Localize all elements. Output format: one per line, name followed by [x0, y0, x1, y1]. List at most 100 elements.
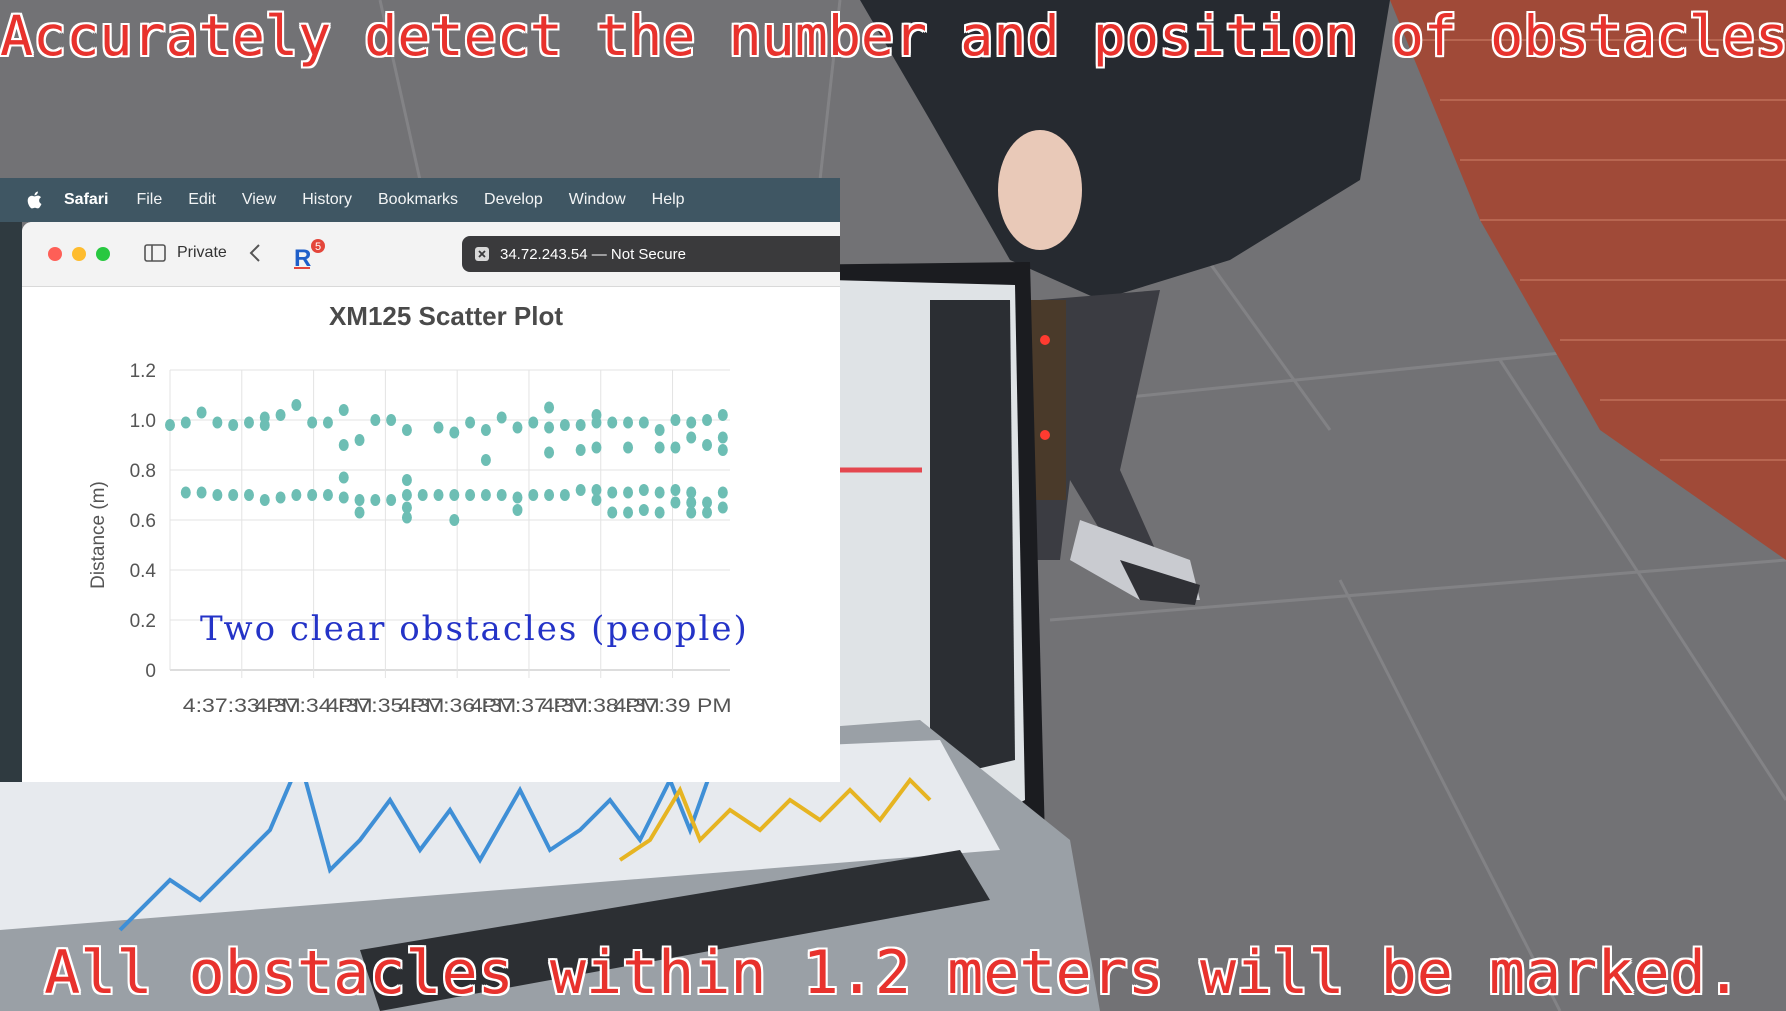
data-point	[575, 444, 586, 456]
extension-r-icon[interactable]: R 5	[292, 238, 328, 270]
data-point	[717, 444, 728, 456]
data-point	[654, 486, 665, 499]
data-point	[654, 441, 665, 454]
menu-edit[interactable]: Edit	[188, 191, 216, 208]
data-point	[512, 421, 523, 434]
menu-file[interactable]: File	[136, 191, 163, 208]
back-chevron-icon[interactable]	[248, 242, 262, 264]
x-tick-label: 4:37:33 PM	[183, 696, 301, 717]
data-point	[480, 489, 491, 501]
data-point	[180, 416, 191, 429]
data-point	[354, 506, 365, 519]
minimize-window-button[interactable]	[72, 247, 86, 261]
data-point	[623, 486, 634, 499]
data-point	[307, 489, 318, 501]
data-point	[196, 486, 207, 499]
data-point	[717, 409, 728, 421]
menu-history[interactable]: History	[302, 191, 352, 208]
data-point	[654, 506, 665, 519]
scatter-chart: XM125 Scatter Plot 0 0.2 0.4 0.6 0.8 1.0 1.2 4…	[88, 301, 732, 717]
data-point	[338, 439, 349, 451]
data-point	[717, 486, 728, 499]
apple-icon[interactable]	[24, 189, 46, 211]
data-point	[291, 489, 302, 501]
data-point	[417, 489, 428, 501]
data-point	[559, 489, 570, 501]
y-tick-label: 0.8	[130, 461, 156, 482]
data-point	[591, 416, 602, 429]
data-point	[433, 489, 444, 501]
data-point	[291, 399, 302, 411]
data-point	[433, 421, 444, 434]
data-point	[591, 494, 602, 506]
data-point	[386, 494, 397, 506]
data-point	[702, 496, 713, 509]
data-point	[559, 419, 570, 431]
data-point	[401, 474, 412, 486]
data-point	[465, 489, 476, 501]
data-point	[623, 441, 634, 454]
data-point	[496, 411, 507, 424]
x-tick-label: 4:37:36 PM	[398, 696, 516, 717]
data-point	[591, 441, 602, 454]
x-tick-label: 4:37:39 PM	[614, 696, 732, 717]
data-point	[212, 489, 223, 501]
data-point	[575, 484, 586, 496]
data-point	[480, 454, 491, 466]
data-point	[544, 401, 555, 414]
menu-view[interactable]: View	[241, 191, 277, 208]
menu-bar: Safari File Edit View History Bookmarks …	[0, 178, 840, 222]
data-point	[259, 411, 270, 424]
page-content: XM125 Scatter Plot 0 0.2 0.4 0.6 0.8 1.0 1.2 4…	[52, 287, 840, 782]
data-point	[638, 484, 649, 496]
data-point	[686, 431, 697, 444]
address-bar[interactable]: 34.72.243.54 — Not Secure	[462, 236, 840, 272]
x-tick-label: 4:37:34 PM	[255, 696, 373, 717]
close-window-button[interactable]	[48, 247, 62, 261]
y-axis-label: Distance (m)	[88, 481, 109, 589]
data-point	[702, 439, 713, 451]
data-point	[544, 489, 555, 501]
data-point	[591, 484, 602, 496]
insecure-x-icon	[475, 247, 489, 261]
data-point	[575, 419, 586, 431]
data-point	[638, 416, 649, 429]
data-point	[670, 484, 681, 496]
data-point	[623, 416, 634, 429]
svg-text:R: R	[294, 245, 311, 270]
caption-bottom: All obstacles within 1.2 meters will be …	[44, 938, 1742, 1008]
data-point	[496, 489, 507, 501]
data-point	[528, 416, 539, 429]
menu-window[interactable]: Window	[568, 191, 626, 208]
data-point	[449, 489, 460, 501]
data-point	[686, 496, 697, 509]
maximize-window-button[interactable]	[96, 247, 110, 261]
data-point	[717, 501, 728, 514]
data-point	[275, 491, 286, 504]
private-label: Private	[177, 244, 227, 261]
menu-bookmarks[interactable]: Bookmarks	[378, 191, 459, 208]
data-point	[702, 506, 713, 519]
x-axis-ticks: 4:37:33 PM4:37:34 PM4:37:35 PM4:37:36 PM…	[183, 696, 732, 717]
menu-app-name[interactable]: Safari	[64, 191, 109, 208]
data-point	[654, 424, 665, 436]
y-tick-label: 0	[145, 661, 156, 682]
y-tick-label: 0.2	[130, 611, 156, 632]
browser-toolbar: Private R 5 34.72.243.54 — Not Secure	[22, 222, 840, 287]
data-point	[354, 434, 365, 446]
sidebar-toggle-icon[interactable]	[144, 244, 166, 262]
data-point	[338, 471, 349, 484]
data-point	[638, 504, 649, 516]
y-tick-label: 0.6	[130, 511, 156, 532]
data-point	[401, 489, 412, 501]
menu-help[interactable]: Help	[651, 191, 685, 208]
data-point	[401, 511, 412, 524]
data-point	[338, 404, 349, 416]
menu-develop[interactable]: Develop	[484, 191, 543, 208]
data-point	[370, 494, 381, 506]
data-point	[259, 494, 270, 506]
data-point	[717, 431, 728, 444]
data-point	[607, 416, 618, 429]
data-points	[165, 399, 728, 526]
data-point	[607, 486, 618, 499]
